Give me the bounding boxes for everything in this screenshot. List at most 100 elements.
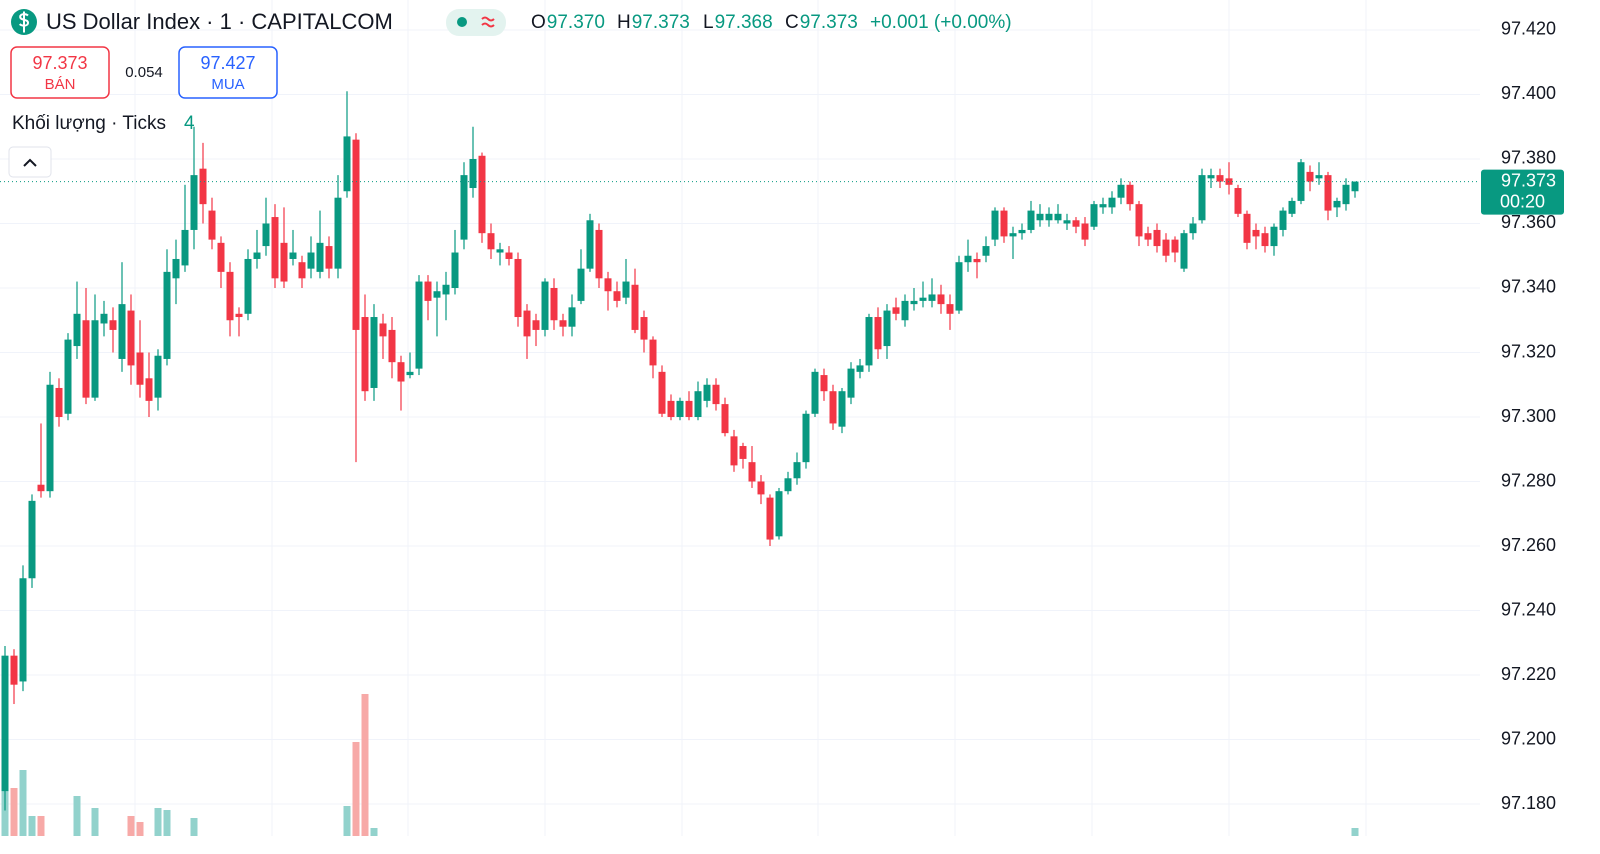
candle-body xyxy=(901,300,909,321)
ohlc-value: 97.373 xyxy=(632,12,690,33)
candle-body xyxy=(1342,184,1350,205)
candle-body xyxy=(802,413,810,463)
candle-body xyxy=(154,355,162,398)
candle-body xyxy=(325,246,333,269)
candle-body xyxy=(559,320,567,327)
candle-body xyxy=(1180,233,1188,269)
bid-label: BÁN xyxy=(45,76,76,93)
volume-bar xyxy=(343,806,351,836)
volume-bar xyxy=(370,828,378,836)
sell-button[interactable] xyxy=(10,46,110,99)
candle-body xyxy=(127,310,135,366)
trade-panel: 97.373 BÁN 0.054 97.427 MUA xyxy=(10,46,278,99)
candle-body xyxy=(1324,175,1332,211)
candle-body xyxy=(505,252,513,259)
candle-body xyxy=(523,310,531,337)
candle-body xyxy=(1063,220,1071,224)
candle-body xyxy=(163,271,171,359)
candle-body xyxy=(577,268,585,301)
change: +0.001 (+0.00%) xyxy=(870,12,1012,33)
candle-body xyxy=(532,320,540,330)
y-tick-label: 97.300 xyxy=(1501,406,1556,426)
candle-body xyxy=(46,384,54,492)
candle-body xyxy=(1000,210,1008,237)
chevron-up xyxy=(23,158,37,167)
candle-body xyxy=(604,278,612,292)
status-pill[interactable] xyxy=(446,9,506,36)
time-grid xyxy=(134,0,1367,836)
candle-body xyxy=(487,233,495,250)
volume-bar xyxy=(91,808,99,836)
volume-bar xyxy=(361,694,369,836)
candle-body xyxy=(316,242,324,272)
candle-body xyxy=(1207,175,1215,179)
volume-value: 4 xyxy=(184,113,195,134)
candle-body xyxy=(379,323,387,337)
candle-body xyxy=(1162,239,1170,256)
candle-body xyxy=(703,384,711,401)
candle-body xyxy=(415,281,423,369)
y-tick-label: 97.400 xyxy=(1501,83,1556,103)
countdown: 00:20 xyxy=(1500,191,1545,211)
candle-body xyxy=(244,258,252,314)
candle-body xyxy=(460,175,468,240)
ohlc-key: O xyxy=(531,12,546,33)
ask-price: 97.427 xyxy=(200,53,255,73)
buy-button[interactable] xyxy=(178,46,278,99)
candle-body xyxy=(685,400,693,418)
collapse-button[interactable] xyxy=(8,146,52,178)
candle-body xyxy=(865,317,873,366)
candle-body xyxy=(190,175,198,230)
candle-body xyxy=(667,400,675,418)
candle-body xyxy=(172,258,180,279)
candle-body xyxy=(235,313,243,318)
candle-body xyxy=(991,210,999,240)
candle-body xyxy=(1243,213,1251,243)
candle-body xyxy=(361,317,369,392)
candle-body xyxy=(19,578,27,682)
candle-body xyxy=(208,210,216,240)
candle-body xyxy=(721,404,729,434)
y-tick-label: 97.340 xyxy=(1501,277,1556,297)
candle-body xyxy=(1306,171,1314,182)
candle-body xyxy=(514,258,522,318)
candle-body xyxy=(10,655,18,685)
candle-body xyxy=(442,284,450,295)
candle-body xyxy=(730,436,738,466)
candle-body xyxy=(388,329,396,363)
candle-body xyxy=(433,291,441,298)
candle-body xyxy=(1090,204,1098,227)
candle-body xyxy=(91,320,99,398)
candle-body xyxy=(271,217,279,279)
ohlc-key: H xyxy=(617,12,631,33)
candle-body xyxy=(694,391,702,418)
y-tick-label: 97.200 xyxy=(1501,728,1556,748)
candle-body xyxy=(478,155,486,234)
candle-body xyxy=(1153,229,1161,247)
candle-body xyxy=(280,242,288,282)
candle-body xyxy=(811,371,819,414)
candle-body xyxy=(451,252,459,288)
candle-body xyxy=(658,371,666,414)
candle-body xyxy=(856,365,864,372)
grid xyxy=(0,29,1480,805)
candle-body xyxy=(631,284,639,330)
candle-body xyxy=(1261,233,1269,247)
candle-body xyxy=(1252,229,1260,237)
y-tick-label: 97.240 xyxy=(1501,599,1556,619)
volume-bar xyxy=(19,770,27,836)
candle-body xyxy=(1351,181,1359,192)
candle-body xyxy=(982,246,990,256)
y-tick-label: 97.360 xyxy=(1501,212,1556,232)
candle-body xyxy=(1126,184,1134,205)
candle-body xyxy=(55,387,63,418)
candle-body xyxy=(1,655,9,792)
candle-body xyxy=(424,281,432,301)
candle-body xyxy=(1279,210,1287,230)
candle-body xyxy=(118,304,126,359)
candle-body xyxy=(1216,175,1224,182)
volume-bar xyxy=(37,816,45,836)
y-tick-label: 97.280 xyxy=(1501,470,1556,490)
candle-body xyxy=(352,139,360,330)
